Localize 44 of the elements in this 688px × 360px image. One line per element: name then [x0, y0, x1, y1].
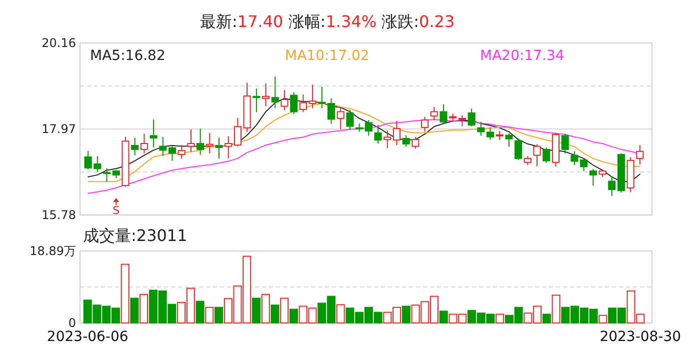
bar	[336, 304, 345, 324]
annotation: S	[112, 204, 120, 217]
bar	[402, 306, 410, 324]
candlestick	[392, 120, 401, 146]
candlestick	[206, 132, 214, 154]
bar	[196, 300, 204, 324]
candlestick	[187, 128, 195, 152]
bar	[120, 264, 130, 324]
y-tick-label: 18.89万	[30, 244, 76, 258]
candlestick	[215, 137, 223, 159]
bar	[270, 304, 280, 324]
y-tick-label: 20.16	[42, 36, 76, 50]
bar	[542, 314, 551, 324]
bar	[552, 294, 560, 324]
bar	[439, 310, 448, 324]
candlestick	[159, 136, 167, 157]
candlestick	[224, 136, 232, 159]
bar	[252, 298, 261, 324]
candlestick	[131, 137, 139, 156]
x-tick-label: 2023-08-30	[600, 328, 682, 345]
candlestick	[636, 144, 644, 165]
y-tick-label: 17.97	[42, 122, 76, 136]
bar	[214, 306, 224, 324]
chart-title: 最新:17.40 涨幅:1.34% 涨跌:0.23	[200, 12, 455, 31]
text: MA20:17.34	[480, 48, 564, 64]
x-tick-label: 2023-06-06	[46, 328, 128, 345]
candlestick	[196, 128, 204, 156]
bar	[280, 298, 289, 324]
y-tick-label: 15.78	[42, 208, 76, 222]
bar	[496, 314, 504, 324]
candlestick	[262, 82, 270, 107]
text: MA10:17.02	[285, 48, 370, 64]
bar	[261, 294, 270, 324]
bar	[140, 294, 148, 324]
bar	[598, 314, 608, 324]
chart-title: 成交量:23011	[83, 226, 188, 245]
bar	[130, 298, 139, 324]
bar	[289, 308, 298, 324]
y-tick-label: 0	[68, 316, 76, 330]
bar	[205, 306, 214, 324]
candlestick	[327, 98, 336, 124]
candlestick	[252, 88, 260, 113]
candlestick	[150, 119, 158, 148]
text: MA5:16.82	[90, 48, 166, 64]
